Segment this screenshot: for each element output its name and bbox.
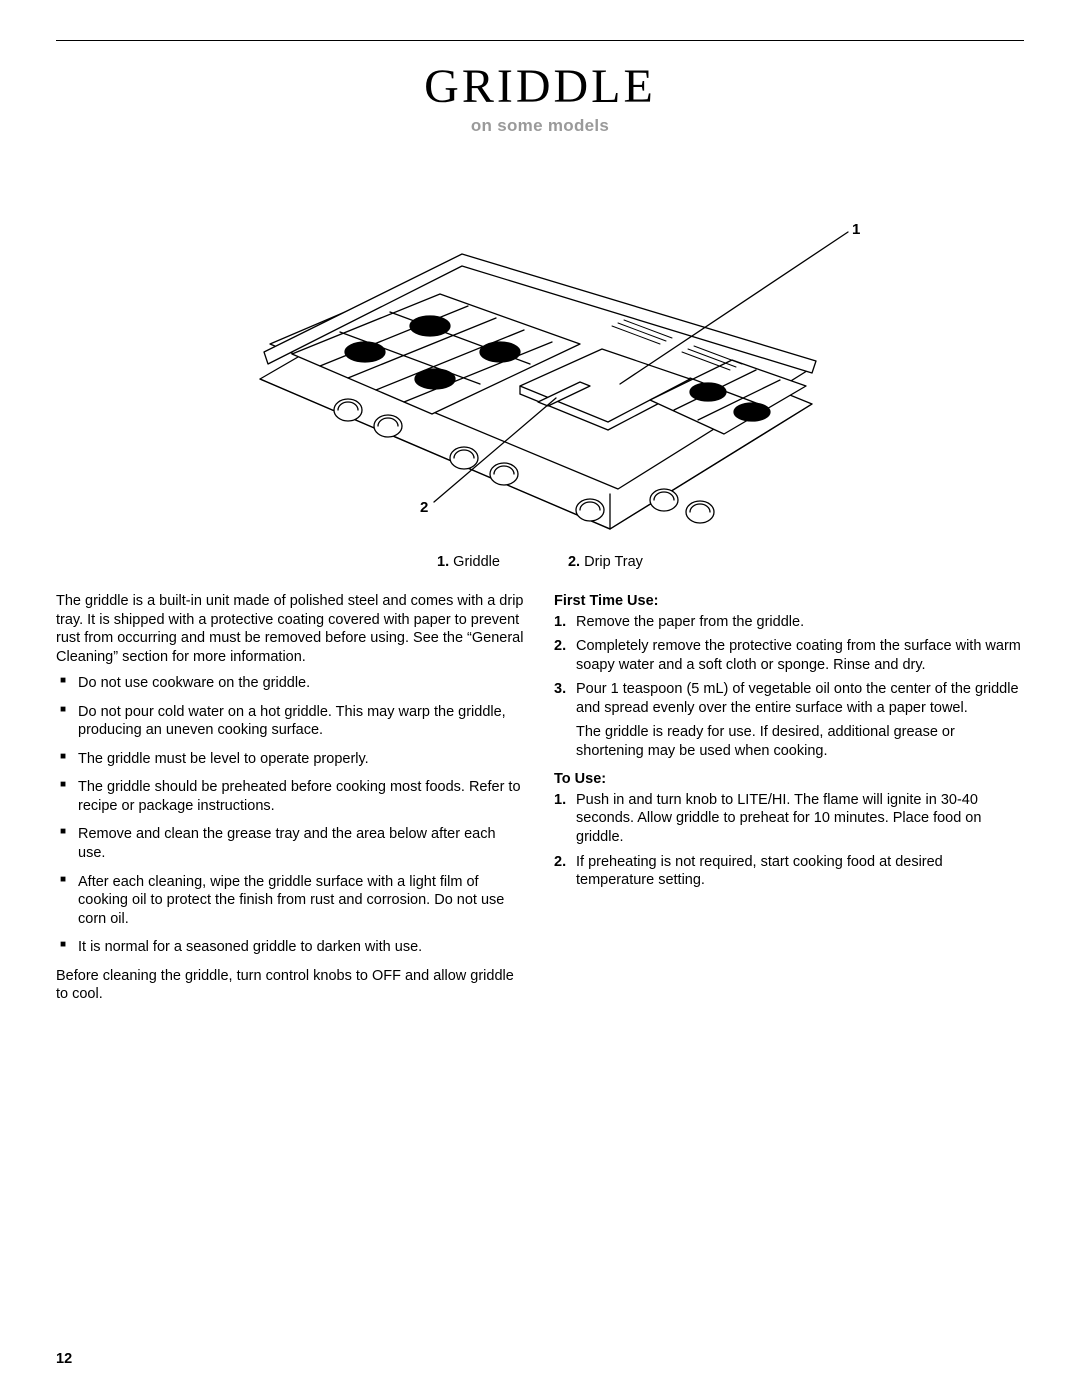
page-number: 12	[56, 1351, 72, 1367]
legend-num-2: 2.	[568, 554, 580, 570]
bullet-item: The griddle must be level to operate pro…	[56, 750, 526, 769]
diagram-legend: 1. Griddle 2. Drip Tray	[56, 554, 1024, 570]
legend-num-1: 1.	[437, 554, 449, 570]
left-column: The griddle is a built-in unit made of p…	[56, 592, 526, 1012]
bullet-item: Do not pour cold water on a hot griddle.…	[56, 703, 526, 740]
legend-label-1: Griddle	[453, 554, 500, 570]
list-item-text: Push in and turn knob to LITE/HI. The fl…	[576, 792, 981, 845]
bullet-item: The griddle should be preheated before c…	[56, 778, 526, 815]
list-item: Remove the paper from the griddle.	[554, 613, 1024, 632]
bullet-item: It is normal for a seasoned griddle to d…	[56, 938, 526, 957]
list-item-subtext: The griddle is ready for use. If desired…	[576, 723, 1024, 760]
to-use-list: Push in and turn knob to LITE/HI. The fl…	[554, 791, 1024, 890]
outro-paragraph: Before cleaning the griddle, turn contro…	[56, 967, 526, 1004]
list-item: If preheating is not required, start coo…	[554, 853, 1024, 890]
list-item-text: Pour 1 teaspoon (5 mL) of vegetable oil …	[576, 681, 1019, 716]
legend-label-2: Drip Tray	[584, 554, 643, 570]
list-item-text: Completely remove the protective coating…	[576, 638, 1021, 673]
callout-1: 1	[852, 221, 860, 238]
list-item: Push in and turn knob to LITE/HI. The fl…	[554, 791, 1024, 847]
first-time-use-list: Remove the paper from the griddle. Compl…	[554, 613, 1024, 761]
bullet-item: Remove and clean the grease tray and the…	[56, 825, 526, 862]
page-subtitle: on some models	[56, 116, 1024, 136]
to-use-heading: To Use:	[554, 770, 1024, 789]
cooktop-diagram: 1 2	[56, 154, 1024, 544]
list-item: Completely remove the protective coating…	[554, 637, 1024, 674]
cooktop-svg: 1 2	[220, 154, 860, 544]
list-item: Pour 1 teaspoon (5 mL) of vegetable oil …	[554, 680, 1024, 760]
caution-bullet-list: Do not use cookware on the griddle. Do n…	[56, 674, 526, 957]
callout-2: 2	[420, 499, 428, 516]
first-time-use-heading: First Time Use:	[554, 592, 1024, 611]
bullet-item: Do not use cookware on the griddle.	[56, 674, 526, 693]
page-title: GRIDDLE	[56, 59, 1024, 114]
right-column: First Time Use: Remove the paper from th…	[554, 592, 1024, 1012]
top-rule	[56, 40, 1024, 41]
manual-page: GRIDDLE on some models	[0, 0, 1080, 1397]
content-columns: The griddle is a built-in unit made of p…	[56, 592, 1024, 1012]
intro-paragraph: The griddle is a built-in unit made of p…	[56, 592, 526, 666]
list-item-text: If preheating is not required, start coo…	[576, 854, 943, 889]
list-item-text: Remove the paper from the griddle.	[576, 614, 804, 630]
bullet-item: After each cleaning, wipe the griddle su…	[56, 873, 526, 929]
